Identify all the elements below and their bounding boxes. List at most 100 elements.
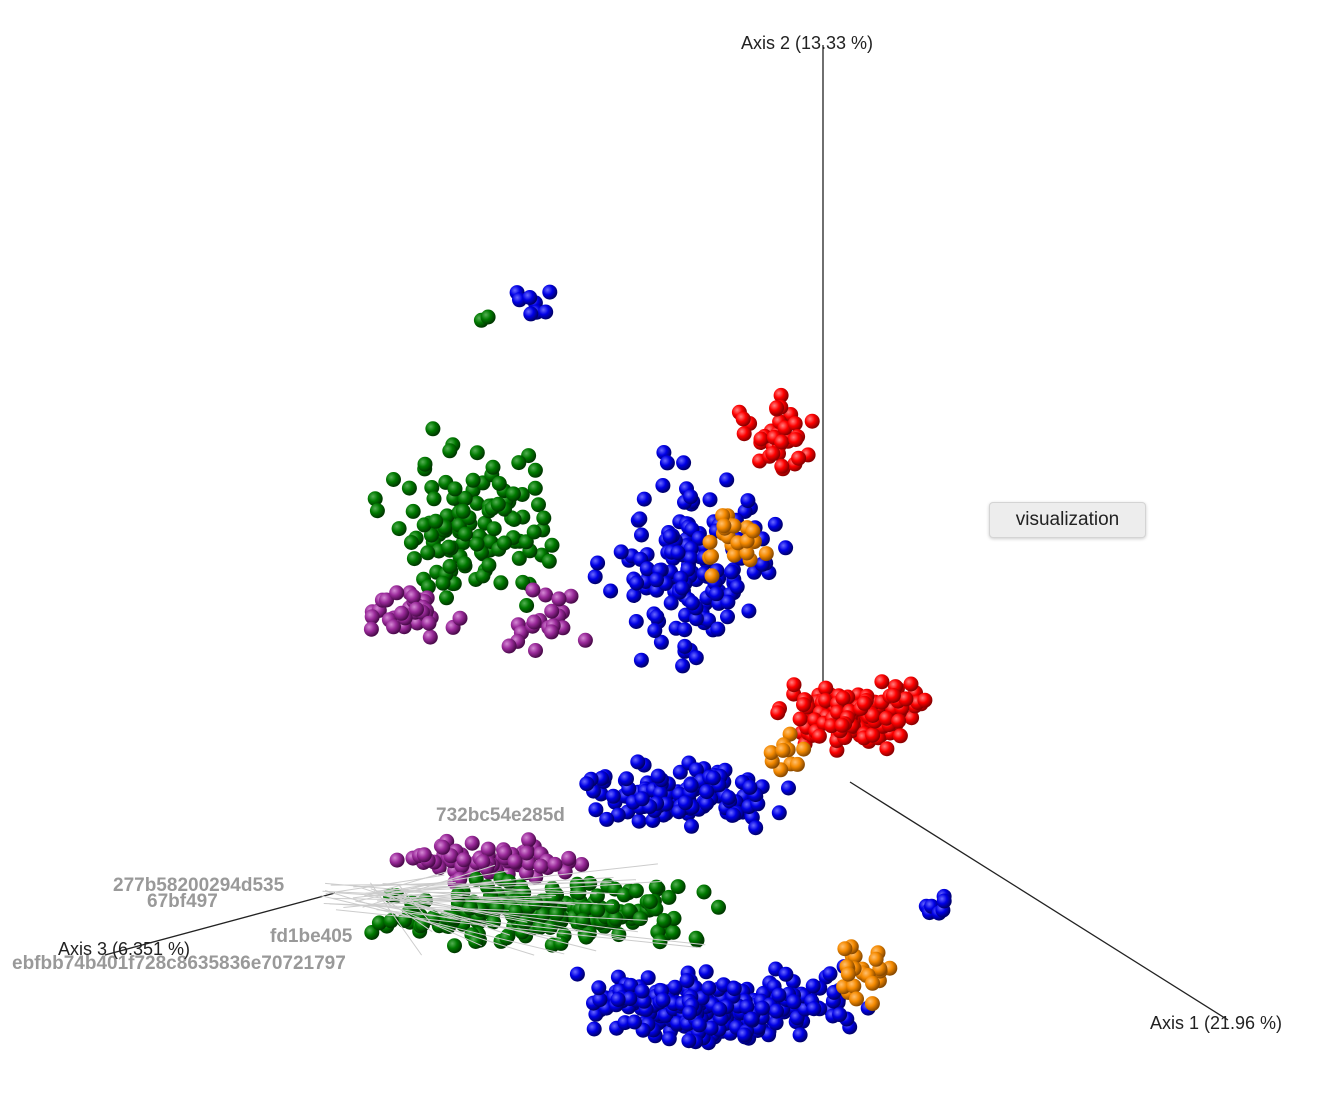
sample-point xyxy=(786,677,802,693)
sample-point xyxy=(628,883,644,899)
sample-point xyxy=(371,915,387,931)
sample-point xyxy=(523,306,539,322)
sample-point xyxy=(426,491,442,507)
sample-point xyxy=(507,853,523,869)
sample-point xyxy=(753,431,769,447)
sample-point xyxy=(574,857,590,872)
connector-line xyxy=(399,895,626,940)
sample-point xyxy=(563,588,579,604)
sample-point xyxy=(435,575,451,591)
sample-point xyxy=(769,1003,784,1019)
sample-point xyxy=(363,621,379,637)
sample-point xyxy=(511,550,527,566)
sample-point xyxy=(721,790,736,805)
connector-line xyxy=(399,900,597,952)
sample-point xyxy=(716,518,732,534)
sample-point xyxy=(739,545,755,561)
sample-label: fd1be405 xyxy=(270,926,353,947)
sample-point xyxy=(649,609,665,625)
sample-point xyxy=(704,568,720,584)
sample-point xyxy=(702,492,718,508)
sample-point xyxy=(683,550,699,566)
sample-point xyxy=(417,456,433,472)
sample-point xyxy=(774,458,790,474)
sample-point xyxy=(736,426,752,442)
sample-point xyxy=(677,622,693,638)
sample-point xyxy=(642,894,658,910)
sample-point xyxy=(740,493,756,509)
sample-point xyxy=(786,994,802,1010)
sample-point xyxy=(553,935,569,951)
sample-point xyxy=(792,1027,808,1043)
sample-point xyxy=(591,980,607,996)
sample-point xyxy=(742,779,758,795)
sample-point xyxy=(458,526,473,542)
sample-point xyxy=(528,895,544,911)
sample-point xyxy=(702,534,718,550)
sample-point xyxy=(592,992,608,1008)
sample-point xyxy=(684,595,700,611)
sample-point xyxy=(505,486,521,502)
sample-point xyxy=(457,490,473,506)
sample-point xyxy=(917,692,933,708)
sample-point xyxy=(701,980,717,996)
sample-point xyxy=(519,845,535,861)
sample-point xyxy=(735,411,751,427)
sample-point xyxy=(822,966,838,982)
sample-point xyxy=(485,459,501,475)
sample-point xyxy=(619,771,634,787)
axis-1-line xyxy=(849,781,1229,1021)
sample-point xyxy=(650,768,666,784)
sample-point xyxy=(634,527,649,543)
sample-point xyxy=(856,695,872,711)
sample-point xyxy=(763,745,779,761)
sample-point xyxy=(711,899,726,915)
sample-point xyxy=(549,906,565,922)
sample-point xyxy=(526,614,542,630)
sample-point xyxy=(544,603,560,619)
sample-point xyxy=(679,973,695,989)
sample-point xyxy=(422,629,438,645)
sample-point xyxy=(864,996,880,1012)
connector-line xyxy=(324,890,535,956)
sample-point xyxy=(754,1000,770,1016)
sample-point xyxy=(865,975,880,991)
sample-point xyxy=(464,835,480,851)
sample-point xyxy=(496,535,512,551)
sample-point xyxy=(364,609,380,625)
connector-line xyxy=(323,903,509,911)
sample-point xyxy=(435,839,451,855)
sample-point xyxy=(455,503,471,519)
sample-point xyxy=(688,650,704,666)
sample-point xyxy=(536,510,552,526)
sample-point xyxy=(469,495,485,511)
sample-point xyxy=(578,929,594,945)
sample-point xyxy=(409,601,424,617)
sample-point xyxy=(401,480,417,496)
sample-point xyxy=(493,575,509,591)
sample-point xyxy=(771,805,787,821)
sample-point xyxy=(406,551,422,567)
sample-point xyxy=(386,472,401,487)
sample-point xyxy=(561,850,577,866)
sample-point xyxy=(571,885,587,901)
sample-point xyxy=(630,754,646,770)
sample-point xyxy=(442,443,458,459)
sample-point xyxy=(665,924,681,940)
sample-point xyxy=(425,421,441,437)
sample-point xyxy=(626,588,642,603)
connector-line xyxy=(377,895,556,902)
connector-line xyxy=(325,874,445,895)
connector-line xyxy=(384,898,433,933)
sample-point xyxy=(588,802,604,818)
connector-line xyxy=(397,881,661,899)
sample-point xyxy=(506,512,522,527)
sample-point xyxy=(720,594,736,610)
sample-point xyxy=(781,780,796,796)
sample-point xyxy=(712,1001,728,1017)
sample-point xyxy=(613,544,629,560)
sample-point xyxy=(704,548,719,564)
sample-point xyxy=(639,561,655,577)
sample-point xyxy=(891,713,907,729)
